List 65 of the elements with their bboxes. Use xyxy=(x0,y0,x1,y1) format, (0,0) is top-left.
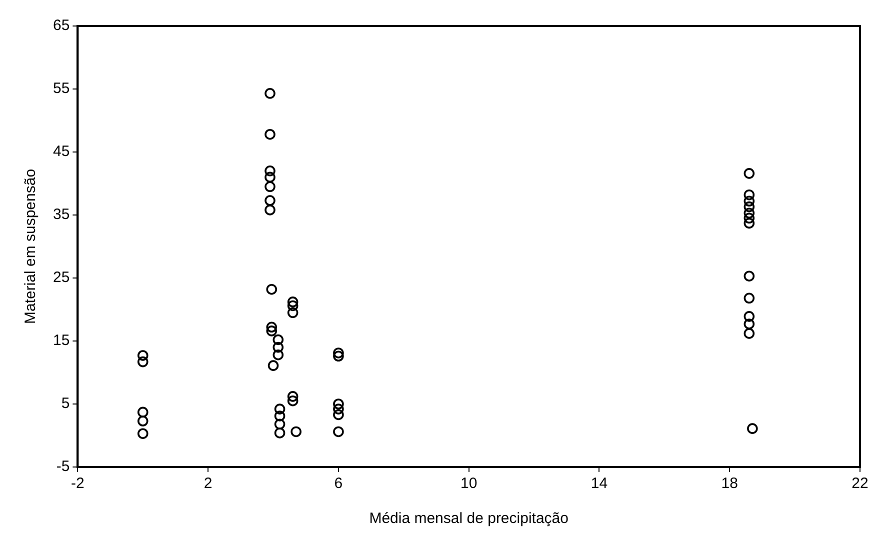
point xyxy=(274,428,286,438)
point xyxy=(287,395,298,406)
point xyxy=(137,428,148,440)
point xyxy=(266,322,278,333)
x-tick-label: 10 xyxy=(460,475,478,492)
x-tick-label: 22 xyxy=(852,475,868,492)
point xyxy=(290,426,302,438)
point xyxy=(744,208,755,219)
point xyxy=(333,409,344,420)
point xyxy=(744,318,755,330)
y-tick-label: 35 xyxy=(52,206,70,224)
point xyxy=(272,342,284,353)
point xyxy=(137,356,148,368)
point xyxy=(264,88,276,99)
y-tick-label: 45 xyxy=(52,143,70,160)
point xyxy=(744,328,755,339)
point xyxy=(744,311,755,322)
point xyxy=(137,350,148,361)
y-tick-label: 5 xyxy=(61,395,70,412)
point xyxy=(287,296,298,308)
point xyxy=(266,284,278,295)
point xyxy=(264,181,276,192)
point xyxy=(274,418,286,430)
point xyxy=(287,391,298,402)
point xyxy=(744,212,755,224)
point xyxy=(264,166,276,176)
x-tick-label: 18 xyxy=(721,475,738,492)
x-tick-label: -2 xyxy=(71,475,84,492)
point xyxy=(333,398,344,410)
point xyxy=(137,406,148,418)
x-tick-label: 2 xyxy=(204,475,212,492)
point xyxy=(744,189,755,200)
point xyxy=(287,307,298,318)
point xyxy=(264,172,276,183)
point xyxy=(274,410,286,422)
point xyxy=(333,350,344,362)
x-axis-title: Média mensal de precipitação xyxy=(369,510,568,528)
point xyxy=(333,426,344,438)
point xyxy=(744,168,755,179)
y-tick-label: 55 xyxy=(52,80,70,98)
point xyxy=(744,292,755,304)
x-tick-label: 6 xyxy=(334,475,343,492)
point xyxy=(333,348,344,358)
point xyxy=(274,404,286,414)
point xyxy=(747,423,758,434)
y-tick-label: -5 xyxy=(56,458,70,476)
point xyxy=(272,334,284,346)
point xyxy=(264,128,276,140)
point xyxy=(744,270,755,282)
x-tick-label: 14 xyxy=(590,475,608,492)
y-axis-title: Material em suspensão xyxy=(22,168,40,324)
point xyxy=(744,201,755,212)
point xyxy=(266,326,278,336)
y-tick-label: 65 xyxy=(52,17,70,34)
point xyxy=(268,360,279,371)
point xyxy=(264,204,276,216)
point xyxy=(744,196,755,207)
point xyxy=(264,195,276,206)
y-tick-label: 15 xyxy=(52,332,70,350)
point xyxy=(744,218,755,229)
point xyxy=(272,349,284,360)
point xyxy=(137,416,148,426)
y-tick-label: 25 xyxy=(52,269,70,286)
point xyxy=(287,300,298,312)
point xyxy=(333,404,344,414)
